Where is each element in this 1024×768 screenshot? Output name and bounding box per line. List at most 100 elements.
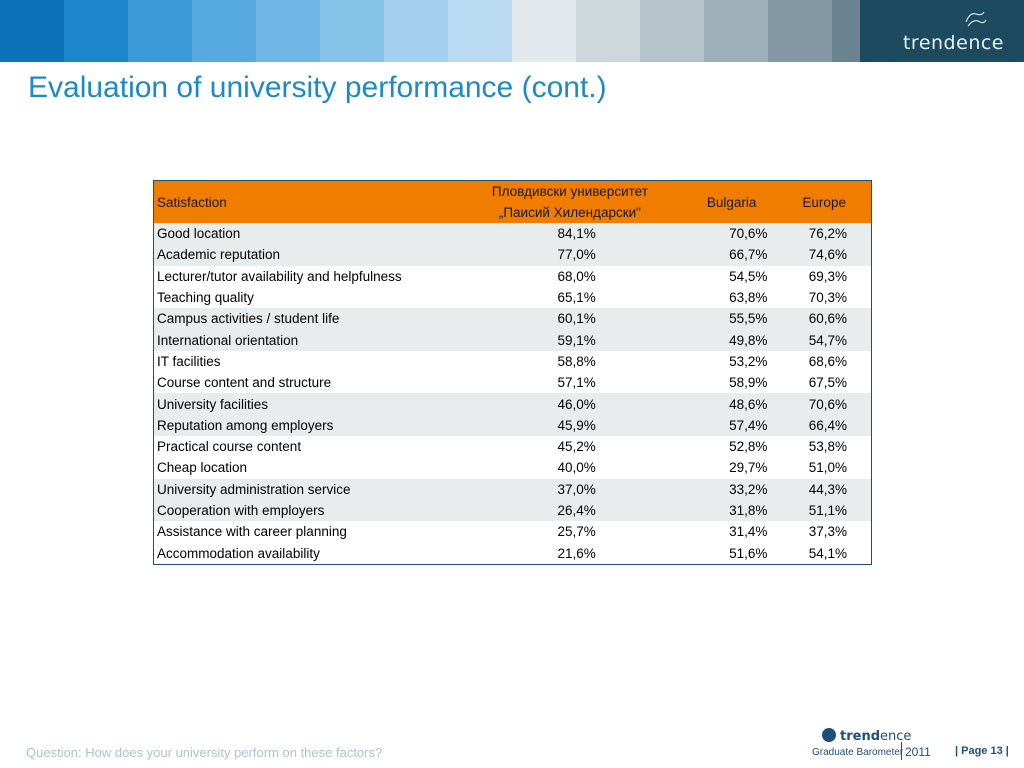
bulgaria-value: 31,4% bbox=[729, 524, 768, 540]
europe-value: 37,3% bbox=[808, 524, 847, 540]
bulgaria-value: 66,7% bbox=[685, 244, 778, 266]
university-value: 68,0% bbox=[557, 268, 596, 284]
header-swatch bbox=[192, 0, 256, 62]
europe-value: 70,3% bbox=[808, 290, 847, 306]
footer-brand-logo: trendence Graduate Barometer 2011 bbox=[808, 724, 943, 764]
bulgaria-value: 48,6% bbox=[685, 393, 778, 415]
europe-value: 60,6% bbox=[777, 308, 872, 330]
footer-year: 2011 bbox=[905, 745, 931, 759]
row-label: University administration service bbox=[153, 478, 454, 500]
header-swatch bbox=[256, 0, 320, 62]
row-label: Teaching quality bbox=[157, 290, 254, 306]
europe-value: 70,6% bbox=[777, 393, 872, 415]
brand-logo: trendence bbox=[860, 0, 1024, 62]
row-label: IT facilities bbox=[157, 353, 221, 369]
row-label: International orientation bbox=[153, 329, 454, 351]
bulgaria-value: 57,4% bbox=[685, 414, 778, 436]
university-value: 21,6% bbox=[557, 545, 596, 561]
table-row: Good location 84,1% 70,6% 76,2% bbox=[153, 223, 872, 245]
logo-mark-icon bbox=[965, 11, 987, 27]
bulgaria-value: 51,6% bbox=[729, 545, 768, 561]
europe-value: 54,7% bbox=[777, 329, 872, 351]
header-swatch bbox=[768, 0, 832, 62]
header-swatch bbox=[64, 0, 128, 62]
header-swatch bbox=[128, 0, 192, 62]
table-row: Reputation among employers 45,9% 57,4% 66,4… bbox=[153, 414, 872, 436]
table-row: Cheap location 40,0% 29,7% 51,0% bbox=[154, 457, 872, 478]
header-swatch bbox=[0, 0, 64, 62]
table-row: Accommodation availability 21,6% 51,6% 54,1… bbox=[154, 542, 872, 564]
header-swatch bbox=[576, 0, 640, 62]
table-row: IT facilities 58,8% 53,2% 68,6% bbox=[154, 351, 872, 372]
table-row: Campus activities / student life 60,1% 55,… bbox=[153, 308, 872, 330]
university-value: 65,1% bbox=[557, 290, 596, 306]
header-swatch bbox=[448, 0, 512, 62]
header-swatch bbox=[640, 0, 704, 62]
table-header-row: Satisfaction Пловдивски университет „Паи… bbox=[153, 180, 872, 223]
row-label: Cheap location bbox=[157, 460, 248, 476]
header-swatch bbox=[384, 0, 448, 62]
europe-value: 76,2% bbox=[777, 223, 872, 245]
table-row: Assistance with career planning 25,7% 31,4… bbox=[154, 521, 872, 542]
column-header-university: Пловдивски университет „Паисий Хилендарс… bbox=[454, 180, 686, 223]
europe-value: 51,1% bbox=[777, 499, 872, 522]
table-row: Course content and structure 57,1% 58,9% 67… bbox=[154, 372, 872, 393]
bulgaria-value: 54,5% bbox=[729, 268, 768, 284]
header-swatch bbox=[512, 0, 576, 62]
row-label: Campus activities / student life bbox=[153, 308, 454, 330]
university-value: 40,0% bbox=[557, 460, 596, 476]
university-value: 46,0% bbox=[454, 393, 686, 415]
europe-value: 68,6% bbox=[808, 353, 847, 369]
bulgaria-value: 31,8% bbox=[685, 499, 778, 522]
table-row: Practical course content 45,2% 52,8% 53,8% bbox=[154, 436, 872, 457]
page-number: | Page 13 | bbox=[955, 745, 1009, 757]
row-label: Course content and structure bbox=[157, 375, 332, 391]
university-value: 45,9% bbox=[454, 414, 686, 436]
row-label: Assistance with career planning bbox=[157, 524, 347, 540]
bulgaria-value: 55,5% bbox=[685, 308, 778, 330]
footer-divider bbox=[901, 742, 902, 760]
table-row: Cooperation with employers 26,4% 31,8% 51,1… bbox=[153, 499, 872, 522]
column-header-bulgaria: Bulgaria bbox=[685, 180, 778, 223]
europe-value: 67,5% bbox=[808, 375, 847, 391]
europe-value: 44,3% bbox=[777, 478, 872, 500]
header-swatch bbox=[704, 0, 768, 62]
university-name-line1: Пловдивски университет bbox=[491, 184, 648, 199]
university-name-line2: „Паисий Хилендарски" bbox=[498, 205, 641, 220]
europe-value: 53,8% bbox=[808, 439, 847, 455]
footer-brand-wordmark: trendence bbox=[840, 729, 912, 744]
university-value: 45,2% bbox=[557, 439, 596, 455]
row-label: Academic reputation bbox=[153, 244, 454, 266]
university-value: 26,4% bbox=[454, 499, 686, 522]
row-label: Practical course content bbox=[157, 439, 302, 455]
table-row: Lecturer/tutor availability and helpfuln… bbox=[154, 266, 872, 287]
university-value: 37,0% bbox=[454, 478, 686, 500]
europe-value: 66,4% bbox=[777, 414, 872, 436]
row-label: Accommodation availability bbox=[157, 545, 320, 561]
bulgaria-value: 70,6% bbox=[685, 223, 778, 245]
satisfaction-table: Satisfaction Пловдивски университет „Паи… bbox=[153, 180, 872, 565]
row-label: Good location bbox=[153, 223, 454, 245]
university-value: 58,8% bbox=[557, 353, 596, 369]
row-label: University facilities bbox=[153, 393, 454, 415]
europe-value: 69,3% bbox=[808, 268, 847, 284]
university-value: 57,1% bbox=[557, 375, 596, 391]
row-label: Cooperation with employers bbox=[153, 499, 454, 522]
europe-value: 54,1% bbox=[808, 545, 847, 561]
footer-brand-subtitle: Graduate Barometer bbox=[812, 747, 904, 758]
bulgaria-value: 58,9% bbox=[729, 375, 768, 391]
bulgaria-value: 33,2% bbox=[685, 478, 778, 500]
page-title: Evaluation of university performance (co… bbox=[28, 71, 607, 104]
university-value: 77,0% bbox=[454, 244, 686, 266]
europe-value: 51,0% bbox=[808, 460, 847, 476]
table-row: International orientation 59,1% 49,8% 54,7% bbox=[153, 329, 872, 351]
university-value: 60,1% bbox=[454, 308, 686, 330]
column-header-satisfaction: Satisfaction bbox=[153, 180, 454, 223]
university-value: 59,1% bbox=[454, 329, 686, 351]
bulgaria-value: 49,8% bbox=[685, 329, 778, 351]
university-value: 25,7% bbox=[557, 524, 596, 540]
bulgaria-value: 29,7% bbox=[729, 460, 768, 476]
row-label: Lecturer/tutor availability and helpfuln… bbox=[157, 268, 402, 284]
europe-value: 74,6% bbox=[777, 244, 872, 266]
header-swatch bbox=[320, 0, 384, 62]
